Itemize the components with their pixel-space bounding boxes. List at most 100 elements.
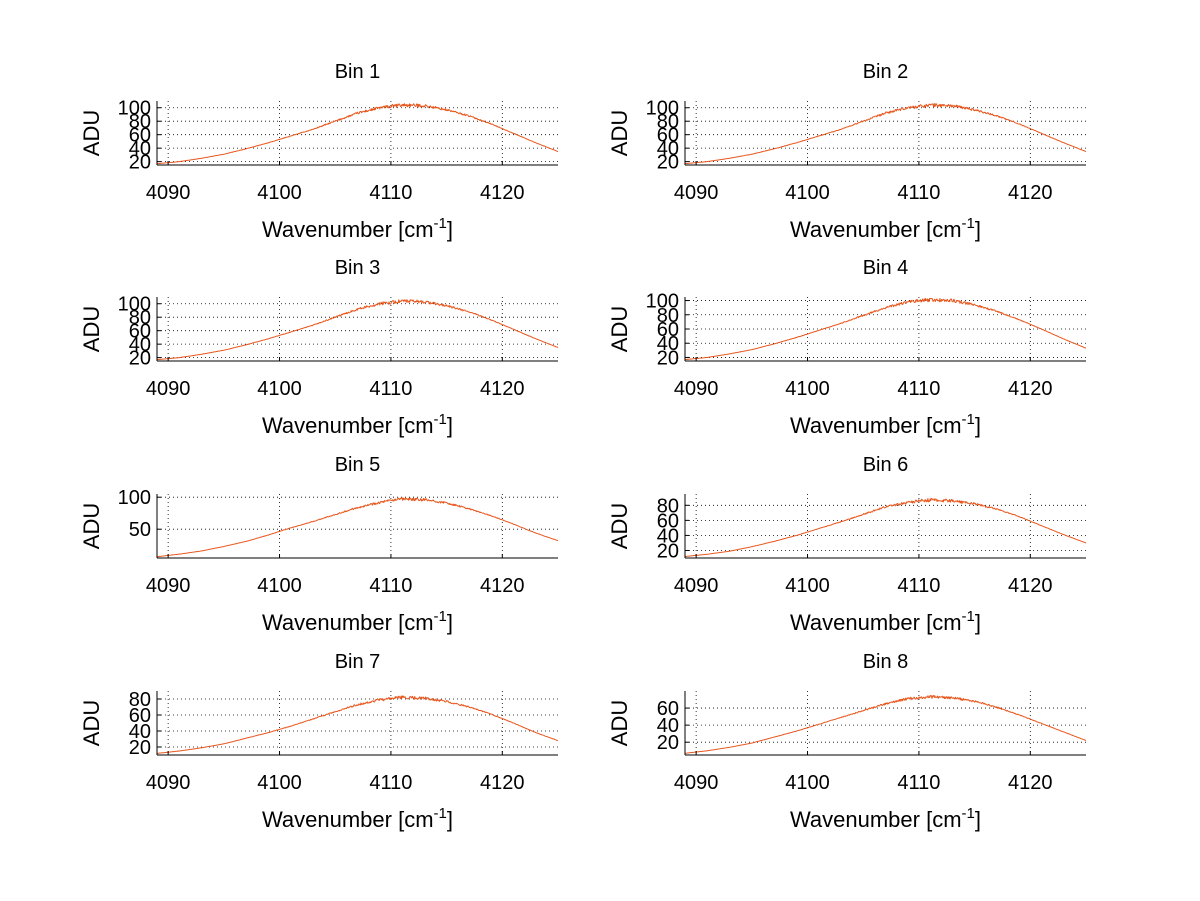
subplot-title: Bin 1 — [335, 61, 381, 83]
y-tick-label: 20 — [657, 732, 679, 754]
x-axis-label-main: Wavenumber [cm — [262, 217, 434, 242]
x-tick-label: 4120 — [1008, 575, 1053, 597]
y-tick-label: 40 — [129, 334, 151, 356]
x-axis-label-end: ] — [975, 807, 981, 832]
subplot-title: Bin 3 — [335, 257, 381, 279]
subplot-5: Bin 5 4090 4100 4110 4120 50 100 ADU Wavenumber … — [79, 454, 559, 635]
y-axis-label: ADU — [607, 110, 632, 156]
y-tick-label: 100 — [646, 98, 679, 120]
y-tick-label: 40 — [657, 715, 679, 737]
x-axis-label-main: Wavenumber [cm — [790, 413, 962, 438]
x-tick-label: 4120 — [1008, 378, 1053, 400]
spectrum-line — [684, 103, 1087, 165]
x-axis-label-main: Wavenumber [cm — [790, 610, 962, 635]
x-tick-label: 4100 — [257, 575, 302, 597]
x-axis-label: Wavenumber [cm-1] — [262, 215, 453, 242]
y-tick-label: 40 — [129, 721, 151, 743]
y-tick-label: 20 — [657, 540, 679, 562]
y-tick-label: 20 — [129, 152, 151, 174]
spectrum-line — [684, 297, 1087, 361]
y-tick-label: 60 — [657, 319, 679, 341]
x-tick-label: 4110 — [369, 575, 412, 597]
y-tick-label: 80 — [657, 495, 679, 517]
x-axis-label-superscript: -1 — [962, 215, 975, 232]
x-axis-label-end: ] — [447, 413, 453, 438]
x-tick-label: 4120 — [1008, 182, 1053, 204]
x-tick-label: 4100 — [785, 575, 830, 597]
y-tick-label: 80 — [129, 111, 151, 133]
x-axis-label-superscript: -1 — [434, 215, 447, 232]
y-tick-label: 60 — [129, 321, 151, 343]
x-axis-label-superscript: -1 — [434, 805, 447, 822]
x-axis-label-superscript: -1 — [962, 411, 975, 428]
x-axis-label: Wavenumber [cm-1] — [262, 805, 453, 832]
y-axis-label: ADU — [79, 503, 104, 549]
subplot-title: Bin 7 — [335, 651, 381, 673]
subplot-title: Bin 8 — [863, 651, 909, 673]
y-tick-label: 20 — [129, 737, 151, 759]
y-axis-label: ADU — [607, 306, 632, 352]
x-axis-label: Wavenumber [cm-1] — [790, 608, 981, 635]
x-axis-label: Wavenumber [cm-1] — [790, 411, 981, 438]
y-tick-label: 40 — [657, 333, 679, 355]
x-axis-label-main: Wavenumber [cm — [262, 413, 434, 438]
spectrum-line — [156, 695, 559, 754]
y-tick-label: 60 — [657, 510, 679, 532]
y-tick-label: 40 — [657, 525, 679, 547]
x-tick-label: 4090 — [674, 575, 719, 597]
x-axis-label-superscript: -1 — [434, 411, 447, 428]
y-tick-label: 40 — [657, 138, 679, 160]
x-tick-label: 4090 — [146, 182, 191, 204]
x-axis-label-end: ] — [447, 610, 453, 635]
x-tick-label: 4110 — [897, 772, 940, 794]
subplot-title: Bin 6 — [863, 454, 909, 476]
x-tick-label: 4120 — [480, 182, 525, 204]
y-tick-label: 80 — [129, 689, 151, 711]
x-axis-label-main: Wavenumber [cm — [790, 807, 962, 832]
y-tick-label: 100 — [118, 294, 151, 316]
x-tick-label: 4110 — [369, 182, 412, 204]
spectrum-line — [156, 497, 559, 558]
x-axis-label-end: ] — [447, 807, 453, 832]
x-tick-label: 4110 — [897, 182, 940, 204]
x-axis-label-end: ] — [975, 610, 981, 635]
y-tick-label: 80 — [657, 305, 679, 327]
x-tick-label: 4110 — [897, 378, 940, 400]
x-axis-label-superscript: -1 — [434, 608, 447, 625]
y-axis-label: ADU — [79, 700, 104, 746]
subplot-title: Bin 4 — [863, 257, 909, 279]
x-tick-label: 4090 — [674, 772, 719, 794]
x-tick-label: 4120 — [1008, 772, 1053, 794]
y-axis-label: ADU — [79, 110, 104, 156]
x-tick-label: 4120 — [480, 772, 525, 794]
y-tick-label: 20 — [657, 152, 679, 174]
x-tick-label: 4110 — [369, 772, 412, 794]
y-tick-label: 60 — [657, 125, 679, 147]
x-tick-label: 4100 — [785, 182, 830, 204]
x-tick-label: 4110 — [897, 575, 940, 597]
x-axis-label-end: ] — [975, 413, 981, 438]
y-tick-label: 100 — [118, 98, 151, 120]
subplot-title: Bin 2 — [863, 61, 909, 83]
y-axis-label: ADU — [607, 503, 632, 549]
subplot-title: Bin 5 — [335, 454, 381, 476]
y-tick-label: 20 — [657, 347, 679, 369]
y-axis-label: ADU — [607, 700, 632, 746]
y-tick-label: 80 — [657, 111, 679, 133]
spectrum-line — [684, 498, 1087, 557]
y-tick-label: 60 — [129, 125, 151, 147]
x-tick-label: 4090 — [674, 378, 719, 400]
x-tick-label: 4100 — [257, 182, 302, 204]
y-tick-label: 100 — [646, 291, 679, 313]
x-axis-label-superscript: -1 — [962, 805, 975, 822]
x-tick-label: 4090 — [146, 378, 191, 400]
x-axis-label-main: Wavenumber [cm — [262, 807, 434, 832]
y-tick-label: 50 — [129, 519, 151, 541]
x-tick-label: 4100 — [257, 772, 302, 794]
